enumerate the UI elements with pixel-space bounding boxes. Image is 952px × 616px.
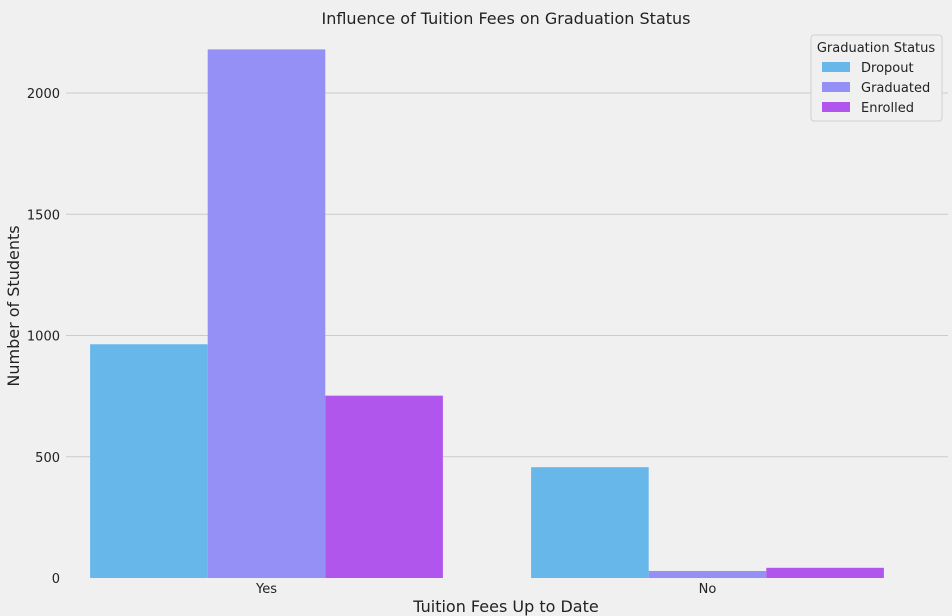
bar-graduated-no: [648, 570, 767, 578]
legend-swatch-enrolled: [822, 102, 850, 112]
x-tick-labels: Yes No: [255, 582, 716, 597]
legend-label-graduated: Graduated: [861, 81, 930, 96]
legend-swatch-graduated: [822, 82, 850, 92]
y-tick-label: 2000: [27, 87, 60, 102]
bars: [90, 49, 884, 578]
legend-swatch-dropout: [822, 62, 850, 72]
bar-enrolled-no: [766, 567, 884, 578]
chart-title: Influence of Tuition Fees on Graduation …: [321, 9, 690, 28]
y-tick-label: 0: [52, 572, 60, 587]
x-tick-label: Yes: [255, 582, 277, 597]
legend-items: Dropout Graduated Enrolled: [822, 61, 930, 116]
legend-label-enrolled: Enrolled: [861, 101, 914, 116]
y-tick-labels: 0 500 1000 1500 2000: [27, 87, 60, 587]
y-axis-title: Number of Students: [4, 225, 23, 386]
x-tick-label: No: [699, 582, 717, 597]
bar-dropout-yes: [90, 344, 208, 578]
x-axis-title: Tuition Fees Up to Date: [412, 597, 598, 616]
legend-title: Graduation Status: [817, 41, 936, 56]
y-tick-label: 500: [35, 451, 60, 466]
bar-graduated-yes: [207, 49, 326, 578]
legend-label-dropout: Dropout: [861, 61, 914, 76]
legend: Graduation Status Dropout Graduated Enroll…: [810, 34, 943, 122]
y-tick-label: 1500: [27, 208, 60, 223]
legend-box: [810, 34, 943, 122]
bar-dropout-no: [531, 467, 649, 578]
bar-enrolled-yes: [325, 395, 443, 578]
y-tick-label: 1000: [27, 330, 60, 345]
